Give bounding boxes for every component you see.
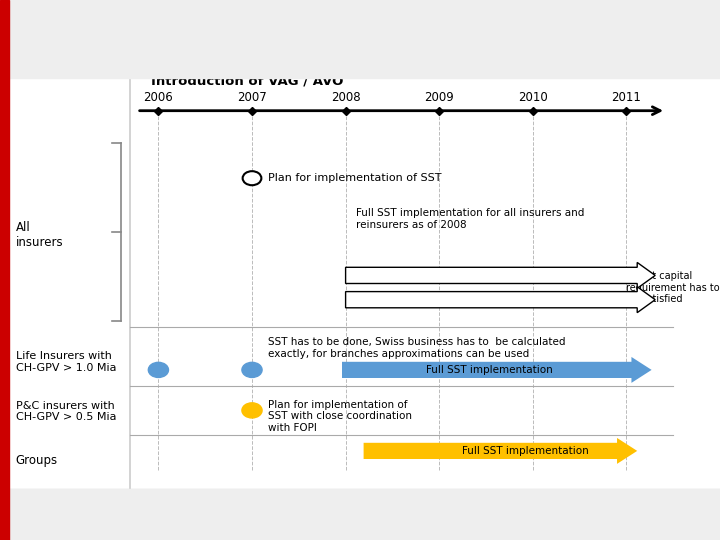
Text: 2007: 2007 — [237, 91, 267, 104]
Text: SST has to be done, Swiss business has to  be calculated
exactly, for branches a: SST has to be done, Swiss business has t… — [268, 338, 565, 359]
Text: P&C insurers with
CH-GPV > 0.5 Mia: P&C insurers with CH-GPV > 0.5 Mia — [16, 401, 117, 422]
Text: SST Transition Period: SST Transition Period — [23, 19, 390, 48]
Text: 2009: 2009 — [424, 91, 454, 104]
Text: Target capital
requirement has to
be satisfied: Target capital requirement has to be sat… — [626, 271, 720, 305]
Text: Plan for implementation of SST: Plan for implementation of SST — [268, 173, 441, 183]
Text: Plan for implementation of
SST with close coordination
with FOPI: Plan for implementation of SST with clos… — [268, 400, 412, 433]
Text: Groups: Groups — [16, 454, 58, 467]
Text: 2008: 2008 — [330, 91, 361, 104]
Text: Full SST implementation for all insurers and
reinsurers as of 2008: Full SST implementation for all insurers… — [356, 208, 585, 230]
Text: Full SST implementation: Full SST implementation — [426, 365, 553, 375]
Text: Introduction of VAG / AVO: Introduction of VAG / AVO — [151, 75, 343, 87]
FancyArrow shape — [364, 438, 637, 464]
Text: 3: 3 — [688, 511, 698, 526]
FancyArrow shape — [342, 357, 652, 383]
Text: All
insurers: All insurers — [16, 221, 63, 249]
Text: Full SST implementation: Full SST implementation — [462, 446, 589, 456]
Text: 2010: 2010 — [518, 91, 548, 104]
Text: 2006: 2006 — [143, 91, 174, 104]
FancyArrow shape — [346, 262, 655, 288]
FancyArrow shape — [346, 287, 655, 313]
Text: Life Insurers with
CH-GPV > 1.0 Mia: Life Insurers with CH-GPV > 1.0 Mia — [16, 351, 117, 373]
Text: 2011: 2011 — [611, 91, 642, 104]
